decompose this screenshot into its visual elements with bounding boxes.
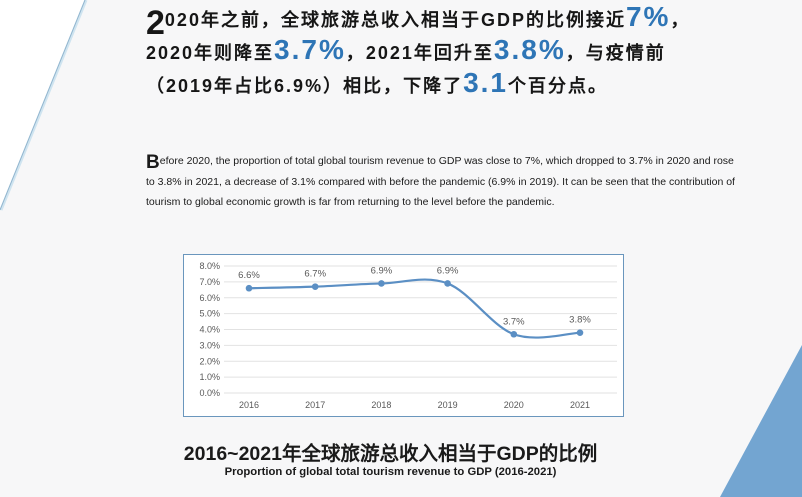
svg-text:6.9%: 6.9%: [437, 265, 459, 276]
svg-text:6.9%: 6.9%: [371, 265, 393, 276]
svg-text:6.6%: 6.6%: [238, 270, 260, 281]
svg-text:3.0%: 3.0%: [199, 340, 220, 350]
svg-text:1.0%: 1.0%: [199, 372, 220, 382]
svg-text:2019: 2019: [438, 400, 458, 410]
svg-text:2018: 2018: [371, 400, 391, 410]
svg-text:2020: 2020: [504, 400, 524, 410]
svg-text:0.0%: 0.0%: [199, 388, 220, 398]
svg-text:2021: 2021: [570, 400, 590, 410]
svg-text:6.0%: 6.0%: [199, 293, 220, 303]
svg-text:2016: 2016: [239, 400, 259, 410]
svg-text:8.0%: 8.0%: [199, 261, 220, 271]
svg-text:3.7%: 3.7%: [503, 316, 525, 327]
svg-text:3.8%: 3.8%: [569, 315, 591, 326]
svg-text:2.0%: 2.0%: [199, 356, 220, 366]
svg-text:5.0%: 5.0%: [199, 309, 220, 319]
svg-text:6.7%: 6.7%: [304, 269, 326, 280]
svg-text:4.0%: 4.0%: [199, 325, 220, 335]
svg-text:2017: 2017: [305, 400, 325, 410]
svg-text:7.0%: 7.0%: [199, 277, 220, 287]
